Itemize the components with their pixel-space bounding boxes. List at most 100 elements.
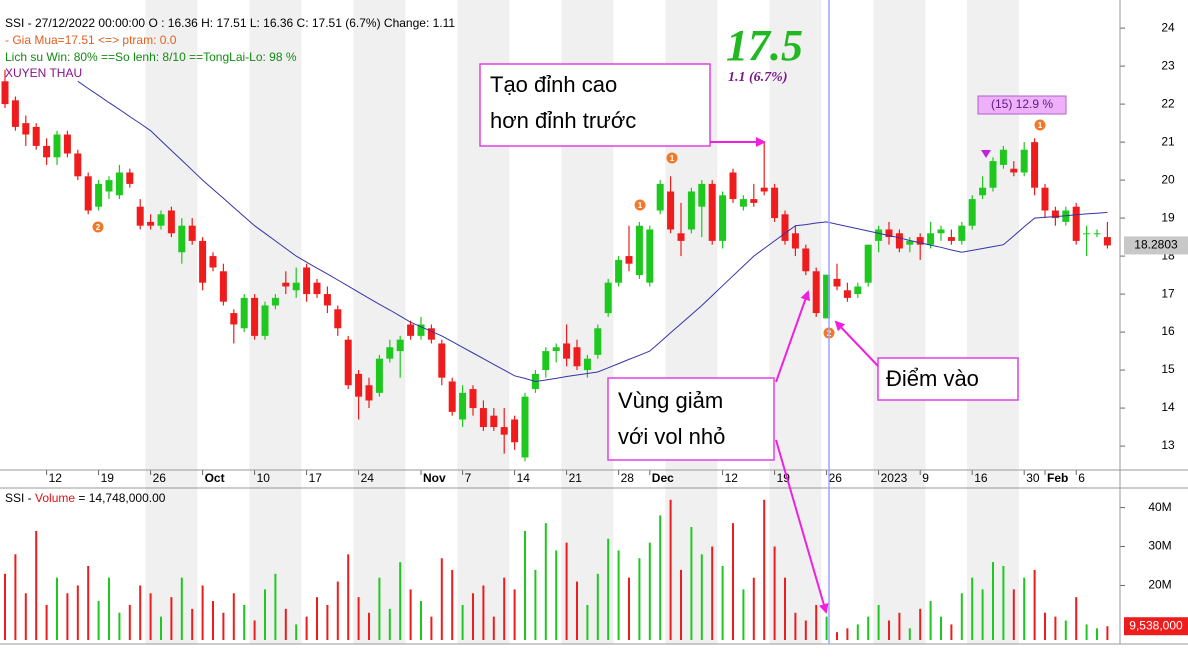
y-tick-label: 22 bbox=[1161, 96, 1175, 110]
volume-bar bbox=[357, 597, 360, 640]
candle-body bbox=[438, 343, 446, 378]
volume-bar bbox=[908, 628, 911, 640]
candle-body bbox=[261, 305, 269, 336]
arrows bbox=[710, 137, 879, 614]
annotation-text: với vol nhỏ bbox=[618, 424, 725, 449]
volume-bar bbox=[97, 601, 100, 640]
x-tick-label: Nov bbox=[423, 471, 446, 485]
volume-bar bbox=[232, 593, 235, 640]
candle-body bbox=[781, 214, 789, 241]
candle-body bbox=[812, 271, 820, 314]
candle-body bbox=[334, 309, 342, 329]
annotation-text: Vùng giảm bbox=[618, 388, 723, 413]
candle-body bbox=[750, 199, 758, 203]
volume-bar bbox=[420, 601, 422, 640]
signal-triangle bbox=[981, 150, 991, 158]
candle-body bbox=[542, 351, 550, 371]
volume-bar bbox=[1054, 616, 1057, 640]
candle-body bbox=[885, 229, 893, 238]
x-tick-label: 10 bbox=[257, 471, 271, 485]
candle-body bbox=[760, 187, 768, 192]
x-tick-label: 9 bbox=[922, 471, 929, 485]
volume-bar bbox=[253, 620, 256, 640]
info-line: SSI - 27/12/2022 00:00:00 O : 16.36 H: 1… bbox=[5, 16, 455, 30]
volume-bar bbox=[180, 577, 183, 640]
x-tick-label: 30 bbox=[1026, 471, 1040, 485]
volume-bar bbox=[617, 550, 620, 640]
x-tick-label: 26 bbox=[153, 471, 167, 485]
volume-bar bbox=[648, 542, 651, 640]
annotation-text: hơn đỉnh trước bbox=[490, 108, 636, 133]
signal-label: 2 bbox=[96, 223, 101, 232]
volume-bar bbox=[368, 612, 370, 640]
volume-bar bbox=[721, 566, 724, 640]
candle-body bbox=[43, 145, 51, 158]
volume-bar bbox=[264, 589, 266, 640]
candle-body bbox=[1, 81, 9, 105]
candle-body bbox=[500, 427, 508, 435]
volume-bar bbox=[773, 546, 776, 640]
volume-bar bbox=[513, 589, 516, 640]
candle-body bbox=[521, 396, 529, 458]
volume-bar bbox=[898, 612, 901, 640]
candle-body bbox=[646, 229, 654, 283]
signal-marker bbox=[666, 152, 678, 164]
volume-bar bbox=[680, 569, 682, 640]
candle-body bbox=[771, 187, 779, 219]
x-tick-label: 7 bbox=[465, 471, 472, 485]
x-tick-label: 2023 bbox=[881, 471, 908, 485]
candle-body bbox=[147, 221, 155, 226]
candle-body bbox=[791, 233, 799, 249]
annotation-peak: Tạo đỉnh cao hơn đỉnh trước bbox=[479, 63, 711, 147]
x-tick-label: Feb bbox=[1047, 471, 1068, 485]
volume-bar bbox=[555, 550, 558, 640]
volume-bar bbox=[170, 597, 173, 640]
candle-body bbox=[199, 240, 207, 283]
candle-body bbox=[719, 195, 727, 241]
arrow bbox=[834, 320, 879, 367]
candle-body bbox=[729, 172, 737, 200]
candle-body bbox=[417, 324, 425, 336]
candle-body bbox=[1051, 210, 1059, 219]
candle-body bbox=[573, 347, 581, 367]
candle-body bbox=[459, 392, 467, 420]
candle-body bbox=[167, 210, 175, 234]
volume-bar bbox=[607, 538, 610, 640]
arrow bbox=[775, 439, 829, 614]
volume-bar bbox=[409, 589, 412, 640]
volume-bar bbox=[378, 577, 381, 640]
candle-body bbox=[271, 297, 279, 306]
volume-bar bbox=[347, 554, 350, 640]
gain-text: (15) 12.9 % bbox=[991, 97, 1053, 111]
y-tick-label: 20M bbox=[1148, 578, 1171, 592]
candle-body bbox=[927, 233, 935, 245]
volume-label-box bbox=[1124, 617, 1188, 636]
legend-value: = 14,748,000.00 bbox=[75, 491, 166, 505]
volume-bar bbox=[763, 499, 766, 640]
candle-body bbox=[251, 297, 259, 336]
candle-body bbox=[323, 294, 331, 306]
volume-bar bbox=[544, 523, 547, 640]
candle-body bbox=[240, 297, 248, 329]
volume-bar bbox=[336, 581, 339, 640]
week-band bbox=[145, 0, 198, 644]
x-tick-label: 14 bbox=[517, 471, 531, 485]
x-tick-label: Oct bbox=[205, 471, 225, 485]
x-tick-label: 17 bbox=[309, 471, 323, 485]
last-price-box bbox=[1124, 236, 1188, 255]
info-line: XUYEN THAU bbox=[5, 66, 82, 80]
annotation-entry: Điểm vào bbox=[877, 357, 1019, 401]
volume-bar bbox=[929, 601, 932, 640]
candle-body bbox=[469, 389, 477, 409]
volume-bar bbox=[212, 601, 214, 640]
volume-bar bbox=[1012, 589, 1015, 640]
volume-bar bbox=[1023, 577, 1026, 640]
signal-label: 1 bbox=[1038, 121, 1043, 130]
volume-bar bbox=[919, 608, 922, 640]
volume-bar bbox=[1085, 624, 1088, 640]
y-tick-label: 21 bbox=[1161, 134, 1175, 148]
volume-bar bbox=[960, 593, 963, 640]
candle-body bbox=[854, 286, 862, 295]
volume-bar bbox=[482, 585, 485, 640]
candle-body bbox=[802, 248, 810, 272]
